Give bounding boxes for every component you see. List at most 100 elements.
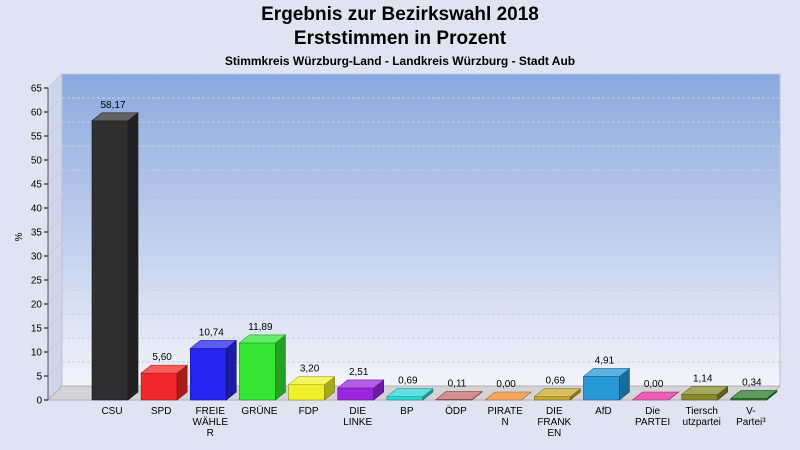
bar-top: [730, 390, 778, 399]
gridline-side: [47, 121, 63, 137]
y-tick-label: 30: [31, 252, 43, 263]
y-tick-label: 40: [31, 204, 43, 215]
category-label: PIRATE: [487, 406, 523, 417]
gridline-side: [47, 169, 63, 185]
bar-front: [583, 376, 620, 401]
bar-top: [91, 112, 139, 122]
bar-top: [386, 388, 434, 397]
y-tick-label: 10: [31, 348, 43, 359]
bar-top: [484, 391, 532, 401]
bar-0: [91, 112, 139, 401]
bar-top: [582, 368, 631, 377]
data-label: 1,14: [693, 374, 713, 385]
gridline-side: [47, 193, 63, 209]
data-label: 11,89: [248, 322, 273, 333]
category-label: ÖDP: [445, 405, 467, 417]
y-tick-label: 25: [31, 276, 43, 287]
gridline-side: [47, 337, 63, 353]
bar-front: [91, 120, 129, 401]
bar-12: [680, 385, 729, 401]
bar-11: [631, 391, 680, 401]
data-label: 2,51: [349, 367, 369, 378]
y-tick-label: 5: [36, 372, 42, 383]
category-label: PARTEI: [635, 417, 670, 428]
bar-8: [484, 391, 532, 401]
bar-top: [533, 388, 582, 397]
bar-top: [287, 376, 336, 385]
category-label: Partei³: [736, 417, 766, 428]
y-tick-label: 35: [31, 228, 43, 239]
gridline-side: [47, 241, 63, 257]
category-label: DIE: [349, 406, 366, 417]
bar-9: [533, 388, 582, 401]
plot-side-wall: [47, 72, 63, 402]
bar-front: [288, 384, 325, 401]
bar-top: [435, 391, 483, 400]
data-label: 0,00: [644, 379, 664, 390]
y-axis-label: %: [14, 232, 25, 241]
bar-6: [386, 388, 434, 401]
data-label: 4,91: [595, 355, 615, 366]
data-label: 0,11: [448, 378, 467, 389]
data-label: 0,34: [742, 377, 762, 388]
bar-front: [681, 394, 719, 401]
y-tick-label: 45: [31, 180, 43, 191]
data-label: 0,00: [496, 379, 516, 390]
category-label: CSU: [101, 406, 122, 417]
bar-7: [435, 390, 483, 401]
plot-back-wall: [61, 73, 781, 387]
gridline-side: [47, 145, 63, 161]
bar-5: [336, 379, 385, 401]
category-label: GRÜNE: [241, 405, 277, 417]
bar-front: [386, 396, 424, 401]
chart-subtitle: Erststimmen in Prozent: [293, 28, 507, 49]
bar-top: [238, 334, 287, 344]
bar-3: [238, 334, 287, 401]
category-label: FDP: [299, 406, 319, 417]
bar-4: [287, 376, 336, 401]
category-label: R: [207, 428, 214, 439]
category-label: LINKE: [343, 417, 372, 428]
gridline-side: [47, 73, 63, 89]
gridline-side: [47, 97, 63, 113]
category-label: EN: [547, 428, 561, 439]
bar-top: [680, 386, 729, 395]
bar-front: [337, 387, 375, 401]
bar-top: [336, 379, 385, 389]
category-label: FREIE: [196, 406, 226, 417]
gridline-side: [47, 361, 63, 377]
data-label: 3,20: [300, 364, 320, 375]
y-tick-label: 65: [31, 84, 43, 95]
category-label: BP: [400, 406, 414, 417]
gridline-side: [47, 289, 63, 305]
bar-side: [127, 112, 139, 401]
category-label: SPD: [151, 406, 172, 417]
bar-top: [631, 391, 680, 401]
category-label: utzpartei: [683, 417, 721, 428]
data-label: 58,17: [100, 100, 125, 111]
bar-10: [582, 367, 631, 401]
y-tick-label: 15: [31, 324, 43, 335]
y-tick-label: 20: [31, 300, 43, 311]
category-label: V-: [746, 406, 755, 417]
bar-front: [189, 348, 227, 401]
bar-side: [275, 334, 286, 401]
y-tick-label: 60: [31, 108, 43, 119]
bar-2: [189, 339, 238, 401]
bar-13: [730, 389, 778, 401]
category-label: DIE: [546, 406, 563, 417]
category-label: AfD: [595, 406, 612, 417]
category-label: Die: [645, 406, 660, 417]
category-label: Tiersch: [686, 406, 718, 417]
chart-caption: Stimmkreis Würzburg-Land - Landkreis Wür…: [224, 54, 576, 68]
category-label: FRANK: [537, 417, 571, 428]
category-label: N: [502, 417, 509, 428]
bar-top: [189, 340, 238, 349]
gridline-side: [47, 265, 63, 281]
y-tick-label: 0: [36, 396, 42, 407]
gridline-side: [47, 313, 63, 329]
bar-front: [239, 342, 276, 401]
bar-1: [140, 364, 188, 401]
data-label: 0,69: [398, 376, 418, 387]
